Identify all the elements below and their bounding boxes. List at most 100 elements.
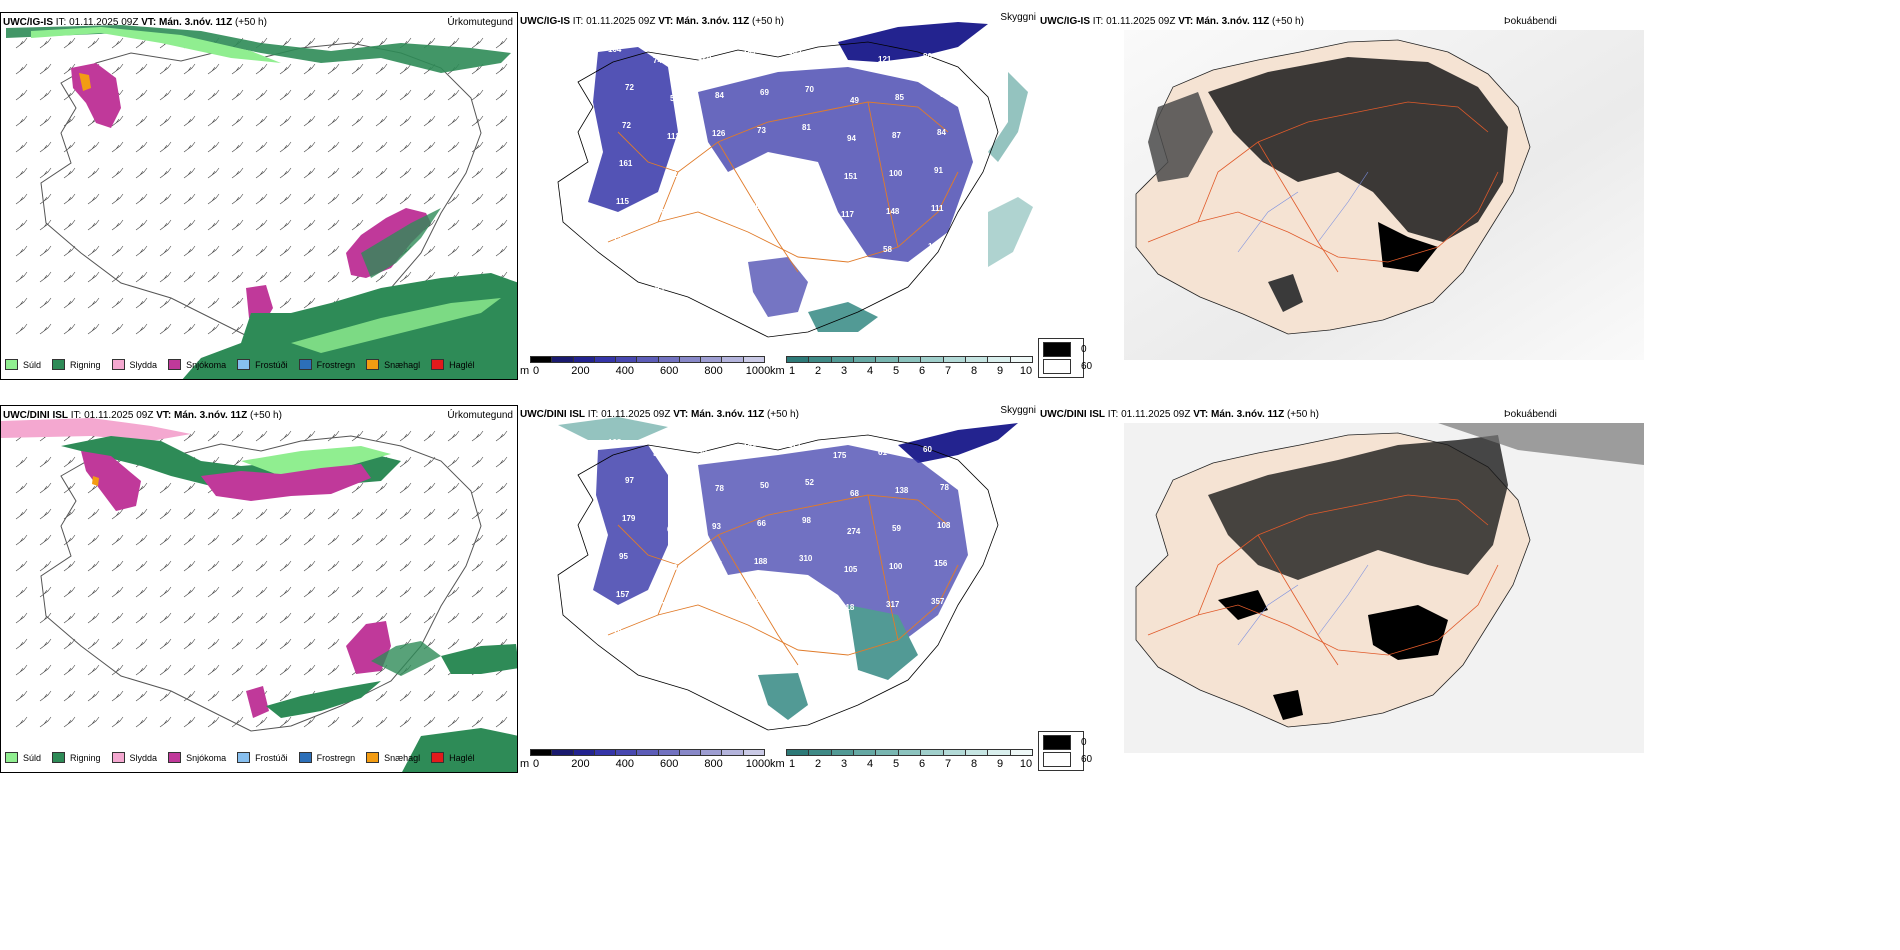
- legend-swatch: [5, 359, 18, 370]
- wind-barb: [39, 37, 52, 49]
- wind-barb: [39, 193, 52, 205]
- wind-barb: [39, 63, 52, 75]
- wind-barb: [495, 690, 508, 702]
- wind-barb: [399, 63, 412, 75]
- wind-barb: [399, 430, 412, 442]
- wind-barb: [471, 245, 484, 257]
- wind-barb: [39, 690, 52, 702]
- visibility-value: 108: [937, 521, 951, 530]
- wind-barb: [183, 508, 196, 520]
- wind-barb: [39, 271, 52, 283]
- wind-barb: [231, 193, 244, 205]
- wind-barb: [303, 89, 316, 101]
- colorbar-segment: [987, 749, 1011, 756]
- visibility-value: 62: [667, 525, 676, 534]
- colorbar-tick: 1: [788, 365, 796, 377]
- precip-legend: Súld Rigning Slydda Snjókoma Frostúði Frostre…: [5, 359, 486, 370]
- colorbar-segment: [572, 356, 595, 363]
- legend-item: Frostúði: [237, 752, 288, 763]
- wind-barb: [303, 193, 316, 205]
- wind-barb: [255, 271, 268, 283]
- visibility-colorbar: km 1 2 3 4 5 6 7 8 9 10: [770, 748, 1034, 772]
- panel-header: UWC/DINI ISL IT: 01.11.2025 09Z VT: Mán.…: [3, 410, 282, 421]
- wind-barb: [351, 508, 364, 520]
- fog-legend: 0 60: [1038, 731, 1092, 771]
- wind-barb: [111, 560, 124, 572]
- wind-barb: [327, 63, 340, 75]
- wind-barb: [231, 612, 244, 624]
- visibility-value: 70: [613, 628, 622, 637]
- wind-barb: [15, 271, 28, 283]
- visibility-value: 61: [878, 448, 887, 457]
- wind-barb: [207, 560, 220, 572]
- wind-barb: [87, 560, 100, 572]
- wind-barb: [135, 89, 148, 101]
- wind-barb: [471, 89, 484, 101]
- wind-barb: [255, 430, 268, 442]
- visibility-panel-top: 104 74 120 191 265 159 121 80 72 58 84 69 70 49 85 81 72…: [518, 12, 1038, 380]
- wind-barb: [351, 89, 364, 101]
- visibility-value: 121: [878, 55, 892, 64]
- wind-barb: [111, 508, 124, 520]
- wind-barb: [399, 456, 412, 468]
- wind-barb: [111, 297, 124, 309]
- wind-barb: [159, 63, 172, 75]
- wind-barb: [495, 482, 508, 494]
- legend-swatch: [168, 359, 182, 370]
- wind-barb: [303, 560, 316, 572]
- wind-barb: [183, 115, 196, 127]
- wind-barb: [495, 534, 508, 546]
- wind-barb: [159, 297, 172, 309]
- wind-barb: [183, 664, 196, 676]
- wind-barb: [135, 271, 148, 283]
- colorbar-tick: 2: [814, 758, 822, 770]
- visibility-value: 148: [886, 207, 900, 216]
- wind-barb: [447, 89, 460, 101]
- legend-item: Frostúði: [237, 359, 288, 370]
- wind-barb: [63, 716, 76, 728]
- wind-barb: [423, 271, 436, 283]
- wind-barb: [495, 586, 508, 598]
- colorbar-segment: [987, 356, 1011, 363]
- wind-barb: [255, 586, 268, 598]
- wind-barb: [183, 271, 196, 283]
- wind-barb: [111, 586, 124, 598]
- wind-barb: [183, 63, 196, 75]
- wind-barb: [231, 297, 244, 309]
- legend-label: Frostúði: [255, 359, 288, 370]
- wind-barb: [495, 115, 508, 127]
- visibility-value: 174: [709, 560, 723, 569]
- wind-barb: [15, 638, 28, 650]
- wind-barb: [39, 89, 52, 101]
- visibility-value: 188: [751, 595, 765, 604]
- wind-barb: [471, 560, 484, 572]
- visibility-value: 59: [653, 449, 662, 458]
- wind-barb: [423, 508, 436, 520]
- wind-barb: [207, 219, 220, 231]
- wind-barb: [231, 560, 244, 572]
- fog-legend-item: 0: [1043, 342, 1087, 357]
- wind-barb: [447, 141, 460, 153]
- panel-header: UWC/IG-IS IT: 01.11.2025 09Z VT: Mán. 3.…: [520, 16, 784, 27]
- visibility-value: 151: [844, 172, 858, 181]
- wind-barb: [15, 297, 28, 309]
- wind-barb: [159, 193, 172, 205]
- colorbar-tick: 1: [788, 758, 796, 770]
- visibility-value: 72: [622, 121, 631, 130]
- visibility-value: 187: [928, 242, 942, 251]
- wind-barb: [159, 690, 172, 702]
- wind-barb: [135, 638, 148, 650]
- visibility-value: 97: [709, 167, 718, 176]
- wind-barb: [39, 141, 52, 153]
- colorbar-tick: 9: [996, 365, 1004, 377]
- fog-panel-top: UWC/IG-IS IT: 01.11.2025 09Z VT: Mán. 3.…: [1038, 12, 1900, 380]
- wind-barb: [399, 508, 412, 520]
- colorbar-segment: [678, 356, 702, 363]
- wind-barb: [207, 297, 220, 309]
- wind-barb: [207, 612, 220, 624]
- wind-barb: [255, 245, 268, 257]
- visibility-value: 171: [788, 440, 802, 449]
- wind-barb: [423, 560, 436, 572]
- visibility-value: 98: [802, 516, 811, 525]
- visibility-value: 120: [698, 53, 712, 62]
